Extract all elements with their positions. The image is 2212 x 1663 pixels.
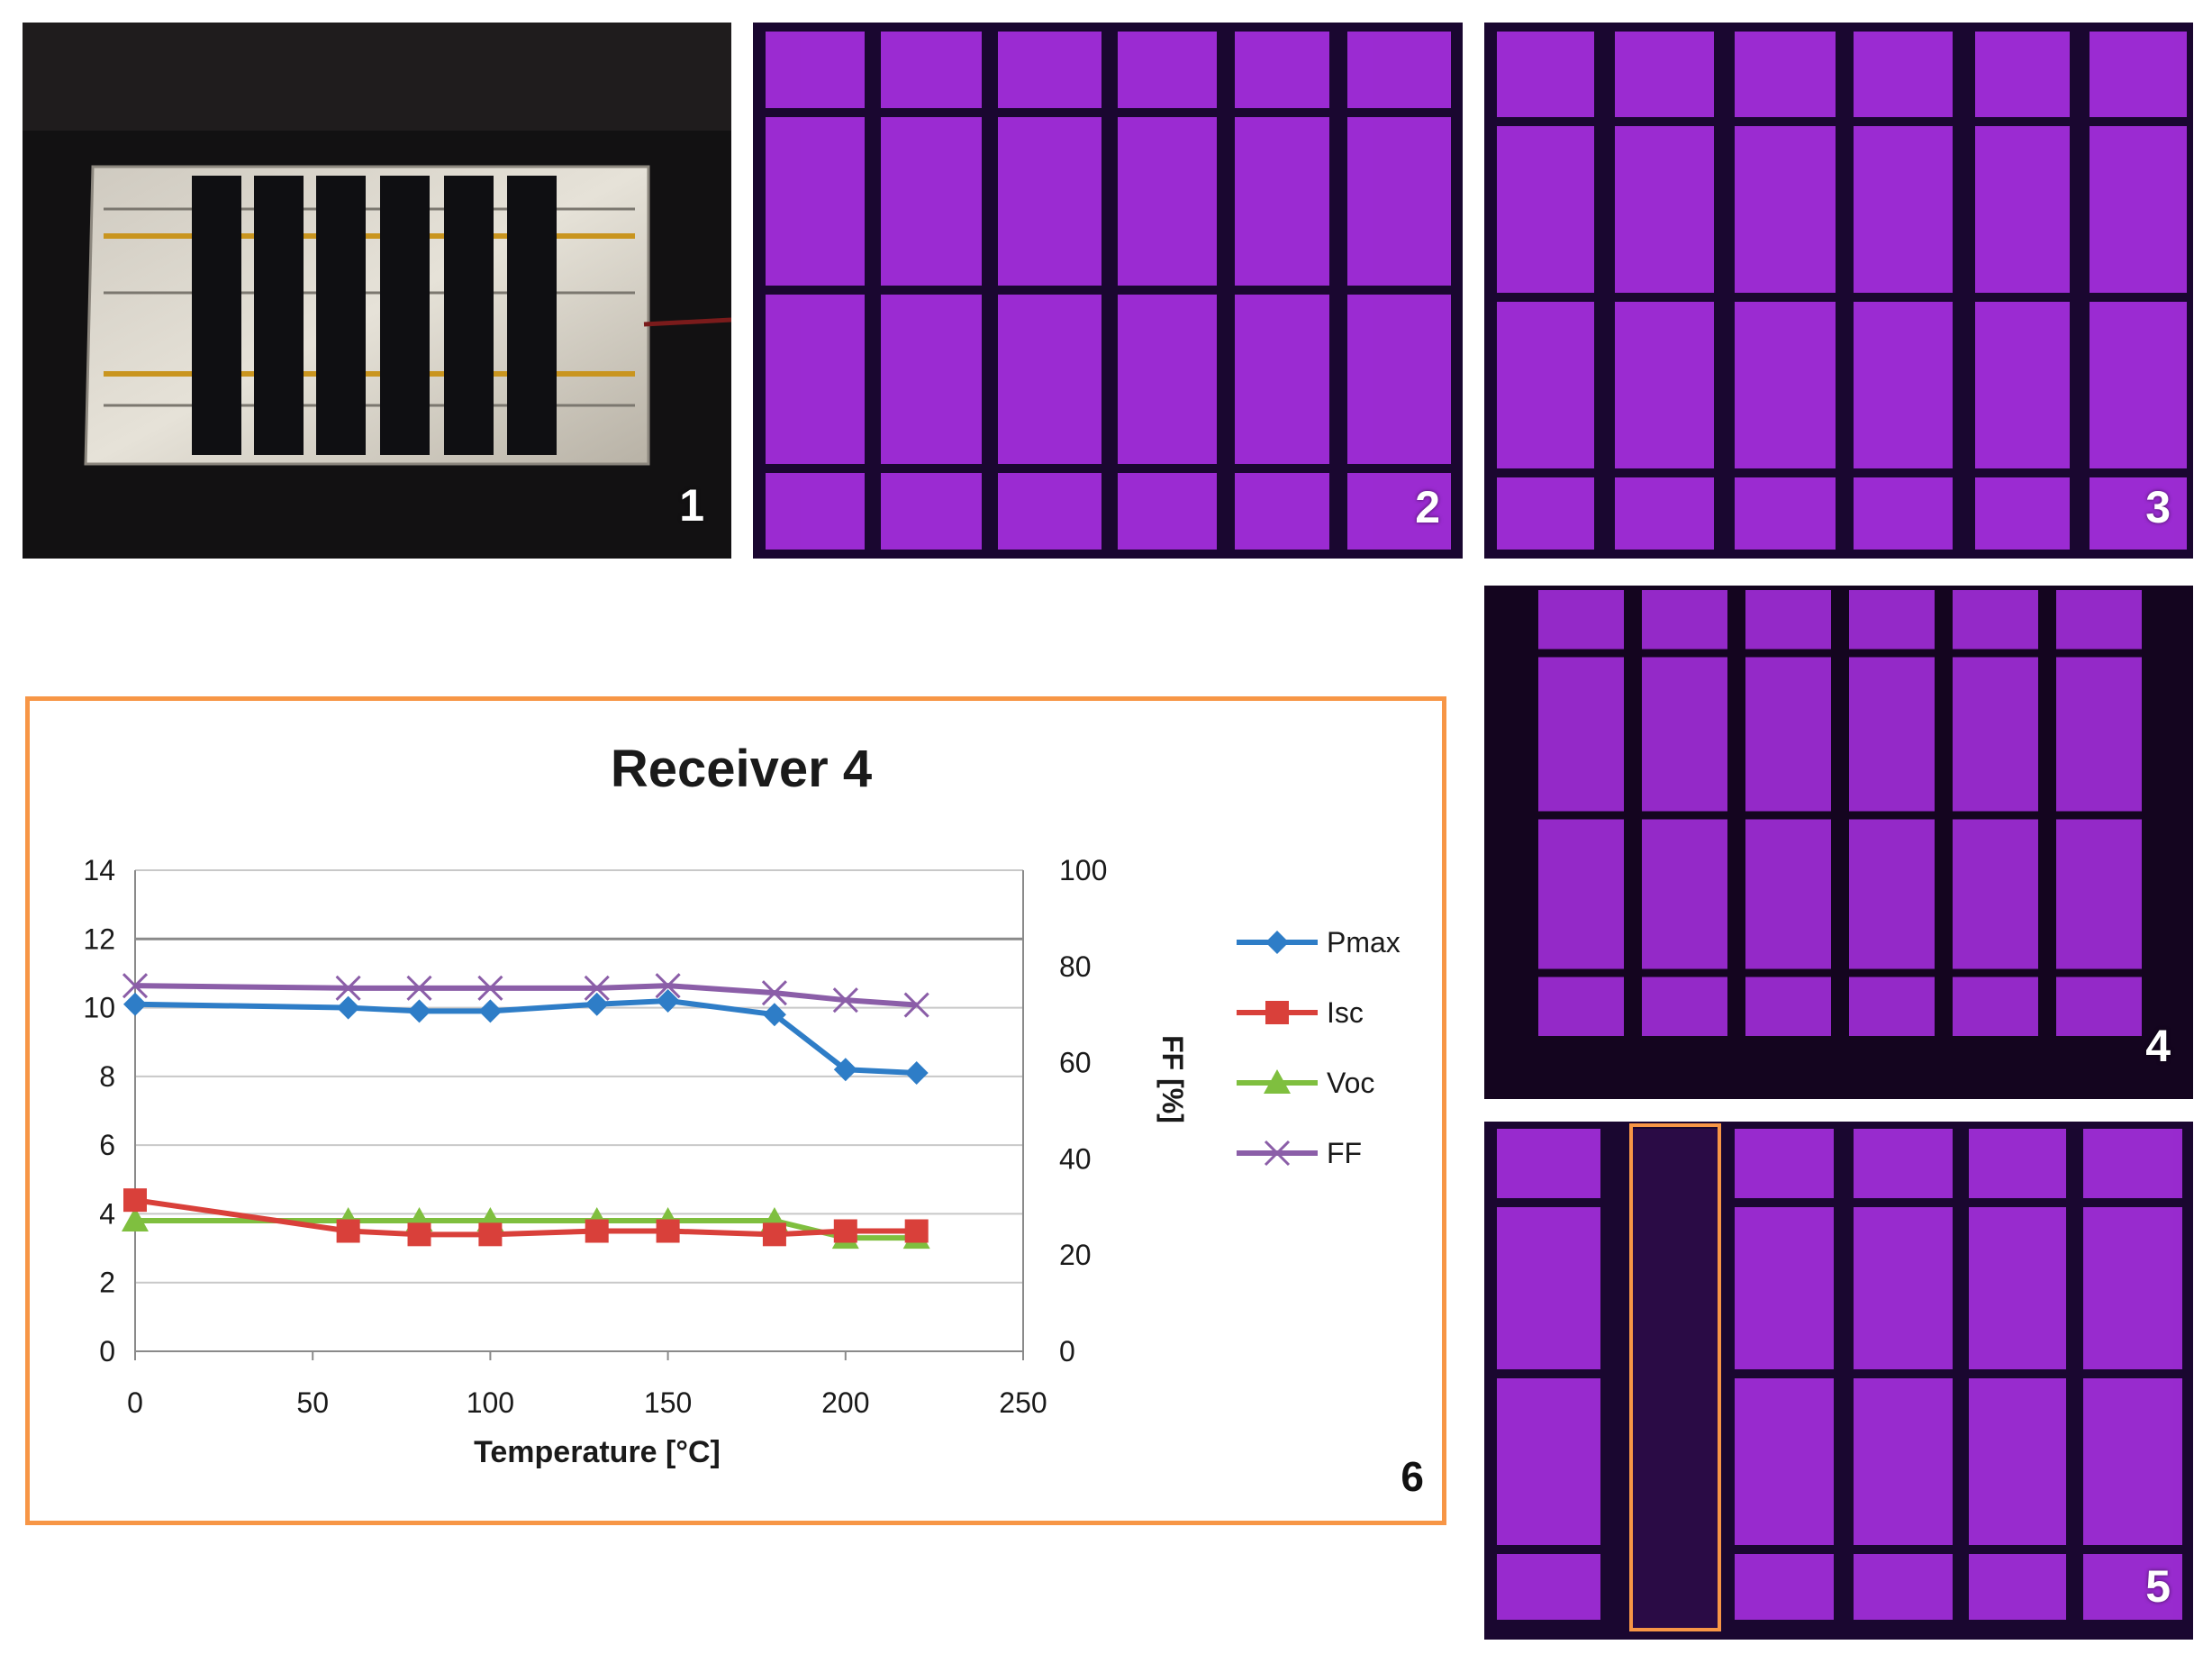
- data-point-pmax: [585, 992, 609, 1016]
- y-tick-label: 14: [83, 854, 115, 886]
- panel-number-3: 3: [2145, 482, 2171, 532]
- dead-string-highlight: [1629, 1123, 1721, 1631]
- series: [122, 973, 930, 1250]
- data-point-isc: [123, 1188, 147, 1213]
- data-point-isc: [762, 1222, 786, 1247]
- y2-tick-label: 80: [1059, 950, 1092, 983]
- series-line-ff: [134, 983, 917, 1008]
- panel-number-5: 5: [2145, 1561, 2171, 1612]
- data-point-ff: [335, 975, 361, 1001]
- legend-label-pmax: Pmax: [1327, 926, 1401, 959]
- el-image-panel-2: 2: [753, 23, 1463, 559]
- data-point-isc: [833, 1219, 857, 1243]
- axes: 0 2 4 6 8 10 12 14 0 20 40 60 80 100 0 50 100 150 200 250: [83, 854, 1107, 1419]
- data-point-isc: [478, 1222, 503, 1247]
- data-point-pmax: [407, 999, 431, 1023]
- receiver-photo-panel: 1: [23, 23, 731, 559]
- data-point-pmax: [904, 1061, 929, 1086]
- y-tick-label: 12: [83, 922, 115, 955]
- el-image-panel-4: 4: [1484, 586, 2193, 1099]
- legend: Pmax Isc Voc FF: [1237, 926, 1401, 1169]
- y-tick-label: 0: [99, 1335, 115, 1368]
- chart-title: Receiver 4: [611, 740, 872, 798]
- data-point-isc: [585, 1219, 609, 1243]
- data-point-isc: [336, 1219, 360, 1243]
- y-tick-label: 8: [99, 1060, 115, 1093]
- data-point-ff: [122, 973, 149, 999]
- grid-lines: [135, 869, 1023, 1352]
- y-tick-label: 4: [99, 1197, 115, 1230]
- data-point-isc: [904, 1219, 929, 1243]
- electroluminescence-image: [1484, 23, 2193, 559]
- data-point-ff: [477, 975, 503, 1001]
- data-point-ff: [584, 975, 610, 1001]
- chart-panel: 0 2 4 6 8 10 12 14 0 20 40 60 80 100 0 50 100 150 200 250 P…: [25, 696, 1446, 1525]
- legend-label-isc: Isc: [1327, 996, 1364, 1029]
- y2-tick-label: 20: [1059, 1239, 1092, 1271]
- legend-label-voc: Voc: [1327, 1067, 1374, 1099]
- receiver-photo: [23, 23, 731, 559]
- x-axis-label: Temperature [°C]: [474, 1435, 721, 1469]
- data-point-pmax: [336, 995, 360, 1020]
- data-point-ff: [655, 973, 681, 999]
- x-tick-label: 100: [467, 1386, 514, 1419]
- y2-tick-label: 0: [1059, 1335, 1075, 1368]
- electroluminescence-image: [1484, 586, 2193, 1099]
- legend-marker-pmax: [1265, 931, 1289, 954]
- data-point-pmax: [656, 988, 680, 1013]
- y-tick-label: 10: [83, 992, 115, 1024]
- data-point-ff: [406, 975, 432, 1001]
- x-tick-label: 0: [127, 1386, 143, 1419]
- data-point-isc: [656, 1219, 680, 1243]
- y-tick-label: 2: [99, 1267, 115, 1299]
- panel-number-2: 2: [1415, 482, 1440, 532]
- receiver-4-chart: 0 2 4 6 8 10 12 14 0 20 40 60 80 100 0 50 100 150 200 250 P…: [83, 740, 1401, 1469]
- x-tick-label: 250: [999, 1386, 1047, 1419]
- data-point-isc: [407, 1222, 431, 1247]
- data-point-pmax: [762, 1003, 786, 1027]
- series-line-pmax: [134, 997, 917, 1077]
- legend-marker-ff: [1264, 1140, 1291, 1167]
- data-point-ff: [832, 987, 858, 1013]
- data-point-ff: [903, 992, 929, 1018]
- data-point-pmax: [833, 1058, 857, 1082]
- panel-number-4: 4: [2145, 1021, 2171, 1071]
- data-point-voc: [122, 1207, 149, 1232]
- x-tick-label: 150: [644, 1386, 692, 1419]
- data-point-ff: [761, 980, 787, 1006]
- electroluminescence-image: [753, 23, 1463, 559]
- legend-marker-isc: [1265, 1001, 1289, 1024]
- y2-tick-label: 60: [1059, 1047, 1092, 1079]
- y2-tick-label: 40: [1059, 1142, 1092, 1175]
- panel-number-6: 6: [1401, 1453, 1424, 1500]
- y2-axis-label: FF [%]: [1156, 1035, 1189, 1123]
- y2-tick-label: 100: [1059, 854, 1107, 886]
- panel-number-1: 1: [679, 480, 704, 531]
- x-tick-label: 50: [296, 1386, 329, 1419]
- electroluminescence-image: [1484, 1122, 2193, 1640]
- y-tick-label: 6: [99, 1129, 115, 1161]
- legend-marker-voc: [1264, 1069, 1291, 1094]
- legend-label-ff: FF: [1327, 1137, 1362, 1169]
- el-image-panel-5: 5: [1484, 1122, 2193, 1640]
- data-point-pmax: [478, 999, 503, 1023]
- el-image-panel-3: 3: [1484, 23, 2193, 559]
- x-tick-label: 200: [821, 1386, 869, 1419]
- data-point-pmax: [123, 992, 147, 1016]
